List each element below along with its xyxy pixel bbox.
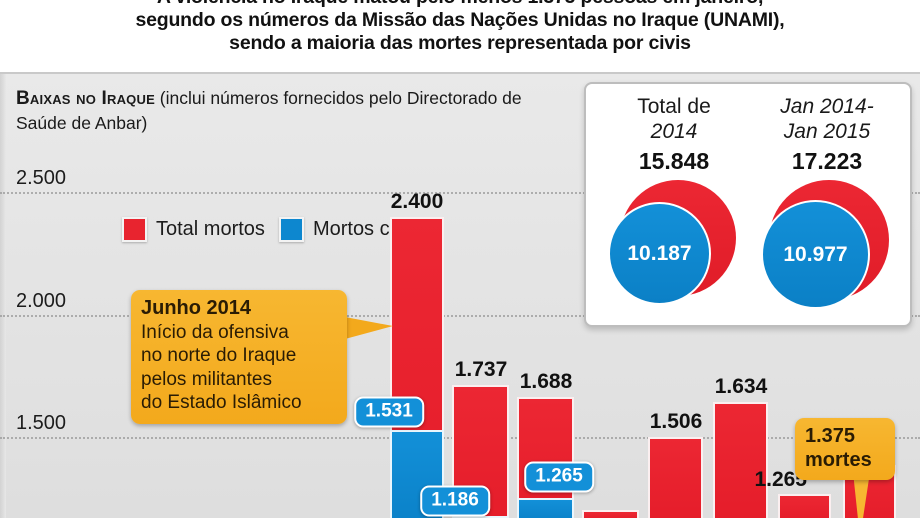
legend-label-total-mortos: Total mortos <box>156 218 265 240</box>
callout-junho-line-3: pelos militantes <box>141 368 272 390</box>
summary-box: Total de 2014 15.848 Jan 2014- Jan 2015 … <box>584 82 912 327</box>
chart-title-strong: Baixas no Iraque <box>16 88 155 109</box>
bar-label-2400: 2.400 <box>390 190 444 213</box>
blue-square-swatch-icon <box>278 217 304 242</box>
callout-1375-mortes: 1.375 mortes <box>795 418 895 480</box>
chart-title: Baixas no Iraque (inclui números forneci… <box>16 86 576 135</box>
bar-label-1265: 1.265 <box>754 468 807 491</box>
summary-circles-2014: 10.187 <box>599 180 749 310</box>
summary-header-range-line1: Jan 2014- <box>780 95 874 118</box>
bar-pill-1265: 1.265 <box>524 461 594 493</box>
headline: A violência no Iraque matou pelo menos 1… <box>0 0 920 55</box>
callout-junho-line-1: Início da ofensiva <box>141 321 289 343</box>
chart-title-rest: (inclui números fornecidos pelo Director… <box>16 88 522 133</box>
callout-1375-word: mortes <box>805 449 872 471</box>
summary-header-range-line2: Jan 2015 <box>783 120 871 143</box>
bar-label-1737: 1.737 <box>454 358 508 381</box>
callout-1375-number: 1.375 <box>805 425 856 447</box>
bar-group: 2.400 1.531 1.737 1.186 1.688 1.265 1.11… <box>0 74 920 518</box>
circle-civilian-2014: 10.187 <box>608 202 711 305</box>
ytick-1500: 1.500 <box>16 412 67 434</box>
headline-line-3: sendo a maioria das mortes representada … <box>229 32 691 54</box>
bar-pill-1531: 1.531 <box>354 396 424 428</box>
headline-line-2: segundo os números da Missão das Nações … <box>135 9 785 31</box>
legend-item-total-mortos: Total mortos <box>122 217 265 242</box>
summary-total-2014: 15.848 <box>638 148 710 174</box>
summary-header-2014-line1: Total de <box>637 95 711 118</box>
gridline-2000 <box>0 315 920 317</box>
circle-civilian-range-value: 10.977 <box>783 242 848 266</box>
ytick-2000: 2.000 <box>16 290 67 312</box>
summary-column-jan2014-jan2015: Jan 2014- Jan 2015 17.223 <box>752 94 902 175</box>
bar-label-1506: 1.506 <box>649 410 703 433</box>
bar-pill-1186: 1.186 <box>420 485 490 517</box>
callout-junho-title: Junho 2014 <box>141 297 252 319</box>
circle-civilian-2014-value: 10.187 <box>627 241 692 265</box>
bar-label-1688: 1.688 <box>519 370 573 393</box>
summary-total-range: 17.223 <box>791 148 863 174</box>
bar-civil-1186[interactable] <box>452 516 509 518</box>
bar-civil-1531[interactable] <box>390 430 444 518</box>
chart-panel: 2.500 2.000 1.500 Baixas no Iraque (incl… <box>0 72 920 518</box>
bar-label-1634: 1.634 <box>714 375 768 398</box>
gridline-2500 <box>0 192 920 194</box>
callout-tail-1375 <box>853 472 870 518</box>
summary-column-2014: Total de 2014 15.848 <box>599 94 749 175</box>
summary-header-2014-line2: 2014 <box>650 120 698 143</box>
bar-total-1506[interactable] <box>648 437 703 518</box>
callout-junho-2014: Junho 2014 Início da ofensiva no norte d… <box>131 290 347 424</box>
headline-line-1: A violência no Iraque matou pelo menos 1… <box>0 0 920 9</box>
bar-total-1634[interactable] <box>713 402 768 518</box>
bar-total-sep[interactable] <box>582 510 639 518</box>
panel-edge <box>0 74 6 518</box>
callout-tail-junho <box>345 317 393 339</box>
bar-civil-1265[interactable] <box>517 498 574 518</box>
callout-junho-line-2: no norte do Iraque <box>141 345 297 366</box>
callout-junho-line-4: do Estado Islâmico <box>141 392 302 413</box>
summary-circles-range: 10.977 <box>752 180 902 310</box>
ytick-2500: 2.500 <box>16 167 67 189</box>
bar-total-1688[interactable] <box>517 397 574 518</box>
red-square-swatch-icon <box>122 217 147 242</box>
bar-total-1265[interactable] <box>778 494 831 518</box>
circle-civilian-range: 10.977 <box>761 200 870 309</box>
